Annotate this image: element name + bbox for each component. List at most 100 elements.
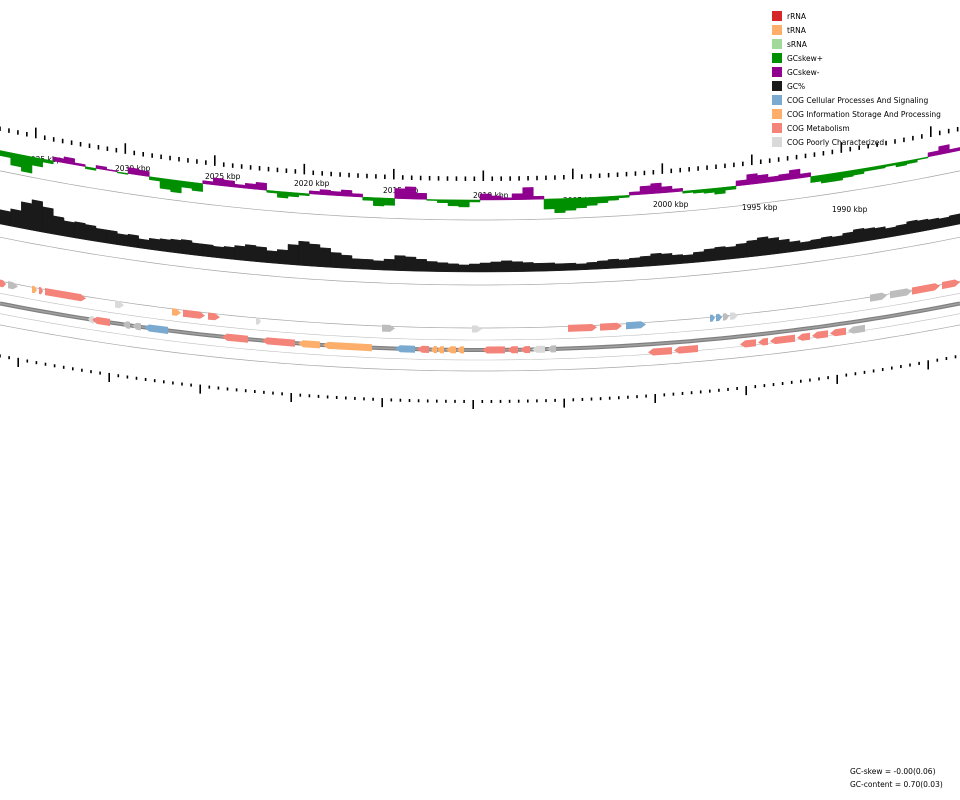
gene-arrow bbox=[298, 340, 320, 349]
gene-arrow bbox=[674, 345, 698, 354]
gc-skew-positive-area bbox=[0, 150, 929, 214]
gene-arrow bbox=[942, 279, 960, 290]
ruler-label-2000: 2000 kbp bbox=[653, 200, 689, 209]
gene-arrow bbox=[256, 317, 261, 325]
legend-label: GC% bbox=[787, 81, 806, 91]
ruler-label-1990: 1990 kbp bbox=[832, 205, 868, 214]
legend-swatch bbox=[772, 137, 782, 147]
gene-features bbox=[0, 279, 960, 356]
gc-skew-track bbox=[0, 144, 960, 214]
legend-item-trna: tRNA bbox=[772, 23, 960, 37]
legend-swatch bbox=[772, 53, 782, 63]
backbone-highlight bbox=[0, 302, 960, 351]
legend-item-gcskew-pos: GCskew+ bbox=[772, 51, 960, 65]
gene-arrow bbox=[472, 325, 482, 333]
legend-label: COG Metabolism bbox=[787, 123, 850, 133]
legend: rRNA tRNA sRNA GCskew+ GCskew- GC% COG C… bbox=[772, 9, 960, 149]
gene-arrow bbox=[382, 324, 395, 332]
gene-arrow bbox=[870, 292, 887, 302]
gene-arrow bbox=[770, 334, 795, 345]
gene-arrow bbox=[437, 346, 444, 354]
gene-arrow bbox=[890, 288, 912, 299]
gene-arrow bbox=[626, 321, 646, 330]
legend-item-cog-poor: COG Poorly Characterized bbox=[772, 135, 960, 149]
gene-arrow bbox=[123, 321, 130, 329]
gc-content-track bbox=[0, 199, 960, 273]
legend-label: rRNA bbox=[787, 11, 807, 21]
legend-label: sRNA bbox=[787, 39, 807, 49]
gene-arrow bbox=[222, 333, 248, 343]
legend-label: COG Poorly Characterized bbox=[787, 137, 885, 147]
gene-arrow bbox=[144, 324, 168, 334]
track-line bbox=[0, 170, 960, 221]
gene-arrow bbox=[262, 337, 295, 347]
gene-arrow bbox=[830, 327, 846, 337]
legend-swatch bbox=[772, 95, 782, 105]
track-line bbox=[0, 324, 960, 372]
legend-item-gc: GC% bbox=[772, 79, 960, 93]
track-line bbox=[0, 280, 960, 329]
gc-skew-stat: GC-skew = -0.00(0.06) bbox=[850, 767, 936, 776]
legend-label: GCskew- bbox=[787, 67, 820, 77]
legend-swatch bbox=[772, 123, 782, 133]
legend-swatch bbox=[772, 11, 782, 21]
legend-label: COG Cellular Processes And Signaling bbox=[787, 95, 929, 105]
inner-ruler bbox=[0, 354, 957, 409]
track-line bbox=[0, 236, 960, 286]
gene-arrow bbox=[848, 324, 865, 334]
legend-item-cog-metabolism: COG Metabolism bbox=[772, 121, 960, 135]
gc-skew-negative-area bbox=[53, 144, 960, 201]
gc-content-stat: GC-content = 0.70(0.03) bbox=[850, 779, 943, 789]
gene-arrow bbox=[132, 322, 141, 331]
gene-arrow bbox=[88, 316, 94, 324]
gene-arrow bbox=[45, 288, 86, 302]
gene-arrow bbox=[417, 345, 429, 353]
legend-item-cog-cellular: COG Cellular Processes And Signaling bbox=[772, 93, 960, 107]
legend-swatch bbox=[772, 39, 782, 49]
gene-arrow bbox=[92, 316, 110, 326]
gene-arrow bbox=[648, 347, 672, 356]
legend-item-srna: sRNA bbox=[772, 37, 960, 51]
outer-ruler bbox=[0, 126, 959, 181]
gene-arrow bbox=[446, 346, 456, 354]
legend-swatch bbox=[772, 109, 782, 119]
gene-arrow bbox=[115, 300, 124, 309]
ruler-label-2025: 2025 kbp bbox=[205, 172, 241, 181]
gene-arrow bbox=[740, 339, 756, 348]
gene-arrow bbox=[431, 346, 437, 354]
gene-arrow bbox=[8, 281, 18, 290]
gene-arrow bbox=[912, 283, 940, 295]
gene-arrow bbox=[532, 345, 545, 353]
gene-arrow bbox=[507, 346, 518, 354]
ruler-label-2020: 2020 kbp bbox=[294, 179, 330, 188]
gene-arrow bbox=[172, 308, 181, 316]
gene-arrow bbox=[520, 346, 530, 354]
gene-arrow bbox=[457, 346, 464, 354]
gene-arrow bbox=[208, 312, 220, 321]
track-line bbox=[0, 293, 960, 341]
legend-swatch bbox=[772, 67, 782, 77]
gc-content-area bbox=[0, 199, 960, 273]
legend-item-cog-information: COG Information Storage And Processing bbox=[772, 107, 960, 121]
gene-arrow bbox=[710, 314, 715, 322]
gene-arrow bbox=[812, 330, 828, 339]
legend-swatch bbox=[772, 81, 782, 91]
legend-label: tRNA bbox=[787, 25, 806, 35]
gene-arrow bbox=[600, 322, 622, 331]
gene-arrow bbox=[758, 337, 768, 346]
legend-item-gcskew-neg: GCskew- bbox=[772, 65, 960, 79]
gene-arrow bbox=[730, 312, 738, 320]
gene-arrow bbox=[32, 285, 37, 294]
gene-arrow bbox=[797, 332, 810, 341]
gene-arrow bbox=[39, 286, 43, 295]
gene-arrow bbox=[547, 345, 556, 353]
legend-label: COG Information Storage And Processing bbox=[787, 109, 941, 119]
gene-arrow bbox=[0, 279, 6, 288]
gene-arrow bbox=[723, 313, 729, 321]
genome-backbone bbox=[0, 301, 960, 352]
gene-arrow bbox=[183, 309, 205, 319]
legend-swatch bbox=[772, 25, 782, 35]
gene-arrow bbox=[395, 345, 415, 353]
ruler-label-1995: 1995 kbp bbox=[742, 203, 778, 212]
